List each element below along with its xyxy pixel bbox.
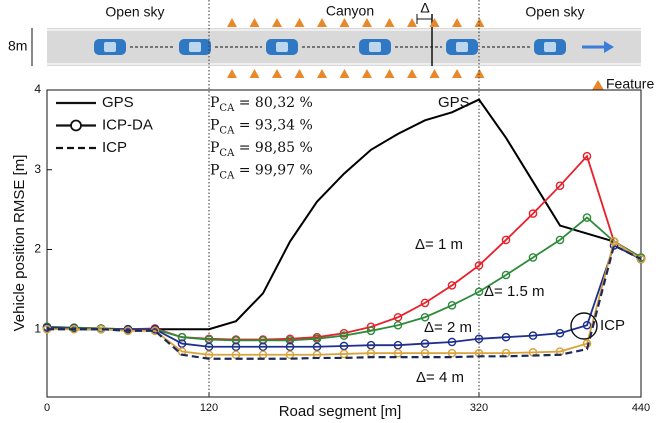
series-label: Δ= 2 m <box>424 319 472 336</box>
feature <box>317 69 327 78</box>
feature <box>227 69 237 78</box>
car-window <box>544 42 556 52</box>
feature <box>250 69 260 78</box>
car-window <box>104 42 116 52</box>
pca-value: = 99,97 % <box>234 163 312 179</box>
feature <box>295 69 305 78</box>
x-tick-label: 0 <box>44 402 50 414</box>
pca-subscript: CA <box>219 103 235 114</box>
pca-symbol: P <box>210 95 219 111</box>
feature <box>340 69 350 78</box>
feature <box>340 18 350 27</box>
region-label: Open sky <box>105 4 164 20</box>
page: 8m Open sky Canyon Open sky Δ Feature Ve… <box>0 0 667 423</box>
legend-marker <box>71 121 81 131</box>
feature <box>452 18 462 27</box>
series-label: Δ= 1 m <box>415 236 463 253</box>
pca-subscript: CA <box>219 148 235 159</box>
series-line <box>47 242 641 355</box>
y-tick-label: 4 <box>34 82 41 96</box>
feature <box>452 69 462 78</box>
x-tick-label: 440 <box>632 402 650 414</box>
feature <box>407 69 417 78</box>
region-label: Open sky <box>525 4 584 20</box>
pca-annotation: PCA = 93,34 % <box>210 118 313 137</box>
y-tick-label: 1 <box>34 321 41 335</box>
feature <box>407 18 417 27</box>
feature <box>295 18 305 27</box>
series-line <box>47 218 641 341</box>
feature <box>385 69 395 78</box>
figure: 8m Open sky Canyon Open sky Δ Feature Ve… <box>0 0 667 423</box>
y-tick-label: 3 <box>34 162 41 176</box>
pca-annotation: PCA = 99,97 % <box>210 163 313 182</box>
feature <box>272 69 282 78</box>
x-tick-label: 320 <box>470 402 488 414</box>
series-line <box>47 100 641 330</box>
series-label: GPS <box>438 94 470 111</box>
pca-value: = 93,34 % <box>234 118 312 134</box>
series-line <box>47 156 641 339</box>
car-window <box>369 42 381 52</box>
delta-label: Δ <box>420 0 429 16</box>
car-window <box>189 42 201 52</box>
pca-value: = 98,85 % <box>234 140 312 156</box>
pca-symbol: P <box>210 118 219 134</box>
feature <box>362 18 372 27</box>
series-label: Δ= 1.5 m <box>484 283 544 300</box>
feature <box>317 18 327 27</box>
pca-value: = 80,32 % <box>234 95 312 111</box>
feature <box>250 18 260 27</box>
car-window <box>276 42 288 52</box>
series-label: ICP <box>600 317 625 334</box>
feature <box>272 18 282 27</box>
feature <box>362 69 372 78</box>
pca-symbol: P <box>210 140 219 156</box>
feature-legend-icon <box>592 80 604 90</box>
pca-subscript: CA <box>219 126 235 137</box>
legend-label: ICP-DA <box>102 116 153 133</box>
series-label: Δ= 4 m <box>416 369 464 386</box>
feature-legend-label: Feature <box>606 76 654 92</box>
region-label: Canyon <box>326 3 374 19</box>
feature <box>227 18 237 27</box>
legend-label: ICP <box>102 139 127 156</box>
feature <box>430 69 440 78</box>
x-tick-label: 120 <box>200 402 218 414</box>
width-label: 8m <box>8 38 27 54</box>
pca-annotation: PCA = 80,32 % <box>210 95 313 114</box>
feature <box>385 18 395 27</box>
car-window <box>456 42 468 52</box>
y-tick-label: 2 <box>34 242 41 256</box>
pca-symbol: P <box>210 163 219 179</box>
y-axis-label: Vehicle position RMSE [m] <box>11 155 28 332</box>
legend-label: GPS <box>102 94 134 111</box>
x-axis-label: Road segment [m] <box>279 403 402 420</box>
pca-annotation: PCA = 98,85 % <box>210 140 313 159</box>
pca-subscript: CA <box>219 171 235 182</box>
